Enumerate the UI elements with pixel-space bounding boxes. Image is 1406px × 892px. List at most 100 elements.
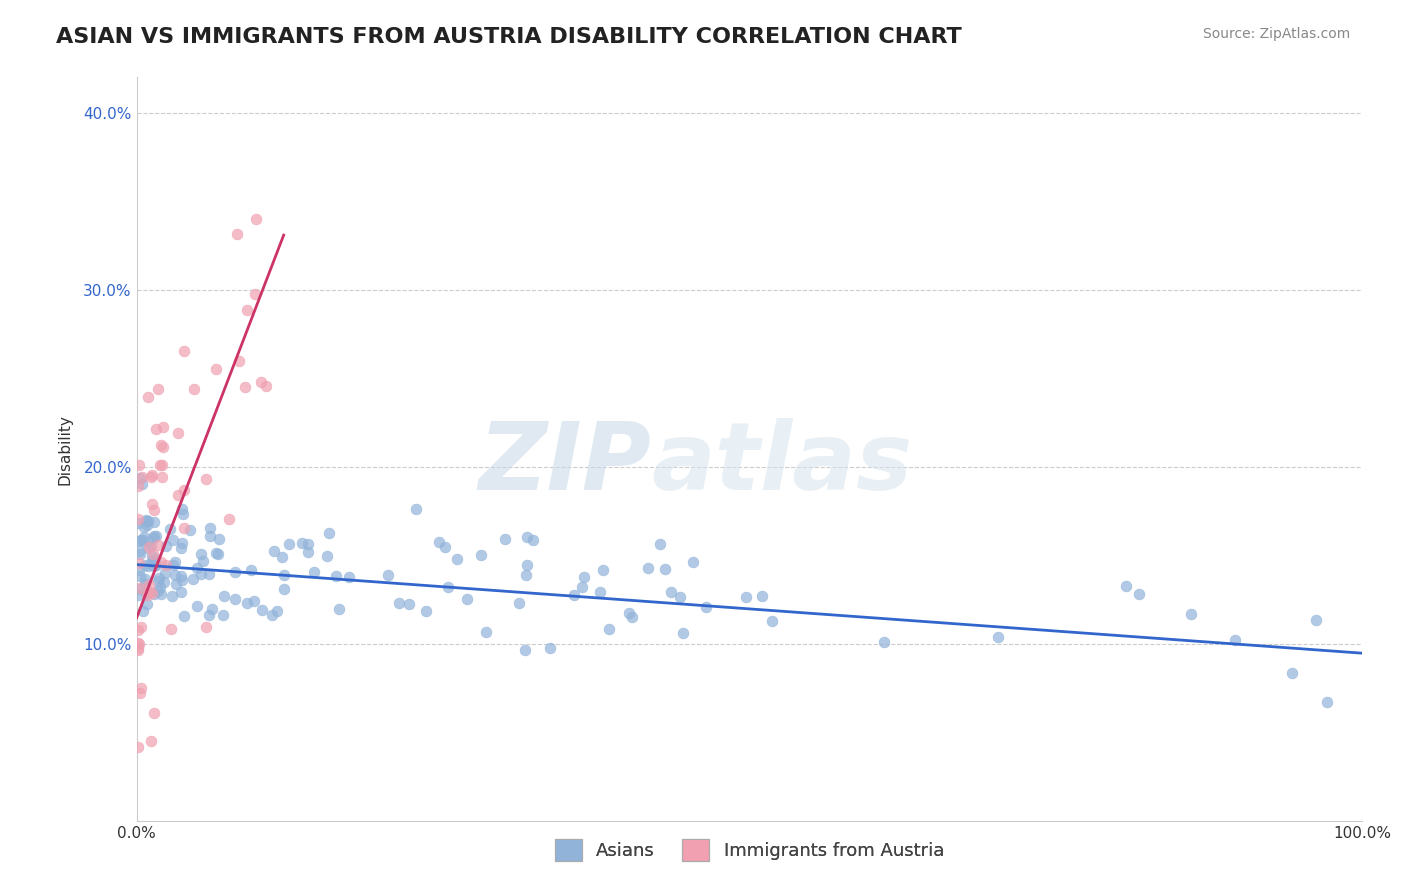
- Point: [159, 522, 181, 536]
- Point: [153, 575, 176, 590]
- Point: [337, 570, 360, 584]
- Point: [138, 514, 160, 528]
- Point: [173, 343, 195, 358]
- Point: [654, 562, 676, 576]
- Point: [1305, 613, 1327, 627]
- Point: [127, 588, 149, 602]
- Y-axis label: Disability: Disability: [58, 414, 72, 485]
- Point: [143, 551, 166, 566]
- Point: [516, 558, 538, 572]
- Point: [149, 587, 172, 601]
- Point: [186, 599, 208, 613]
- Point: [128, 637, 150, 651]
- Point: [987, 630, 1010, 644]
- Point: [142, 558, 165, 573]
- Point: [1115, 579, 1137, 593]
- Point: [172, 574, 194, 588]
- Point: [659, 584, 682, 599]
- Point: [415, 604, 437, 618]
- Point: [224, 592, 246, 607]
- Point: [170, 569, 193, 583]
- Point: [134, 572, 156, 586]
- Point: [325, 569, 347, 583]
- Point: [131, 470, 153, 484]
- Point: [141, 497, 163, 511]
- Point: [141, 586, 163, 600]
- Point: [131, 533, 153, 548]
- Point: [129, 533, 152, 548]
- Point: [127, 516, 149, 531]
- Point: [186, 560, 208, 574]
- Point: [127, 512, 149, 526]
- Point: [250, 602, 273, 616]
- Point: [228, 354, 250, 368]
- Point: [170, 536, 193, 550]
- Point: [145, 529, 167, 543]
- Point: [245, 211, 267, 226]
- Point: [236, 302, 259, 317]
- Point: [150, 555, 173, 569]
- Point: [239, 563, 262, 577]
- Point: [427, 535, 450, 549]
- Point: [141, 549, 163, 563]
- Point: [131, 620, 153, 634]
- Point: [160, 590, 183, 604]
- Point: [183, 382, 205, 396]
- Point: [138, 585, 160, 599]
- Point: [515, 568, 537, 582]
- Point: [254, 379, 277, 393]
- Point: [669, 590, 692, 604]
- Point: [148, 574, 170, 588]
- Text: Source: ZipAtlas.com: Source: ZipAtlas.com: [1202, 27, 1350, 41]
- Point: [141, 539, 163, 553]
- Point: [127, 643, 149, 657]
- Point: [198, 521, 221, 535]
- Point: [146, 382, 169, 396]
- Point: [191, 554, 214, 568]
- Point: [207, 547, 229, 561]
- Point: [194, 619, 217, 633]
- Point: [162, 533, 184, 548]
- Point: [167, 425, 190, 440]
- Point: [172, 507, 194, 521]
- Point: [208, 533, 231, 547]
- Point: [271, 550, 294, 565]
- Point: [648, 536, 671, 550]
- Point: [1128, 586, 1150, 600]
- Point: [167, 488, 190, 502]
- Point: [588, 585, 610, 599]
- Point: [148, 571, 170, 585]
- Point: [142, 531, 165, 545]
- Point: [1223, 632, 1246, 647]
- Point: [129, 569, 152, 583]
- Point: [470, 549, 492, 563]
- Point: [278, 537, 301, 551]
- Point: [190, 547, 212, 561]
- Point: [128, 686, 150, 700]
- Point: [129, 681, 152, 695]
- Point: [138, 540, 160, 554]
- Point: [735, 590, 758, 604]
- Point: [135, 514, 157, 528]
- Point: [160, 622, 183, 636]
- Point: [132, 530, 155, 544]
- Point: [672, 625, 695, 640]
- Text: ASIAN VS IMMIGRANTS FROM AUSTRIA DISABILITY CORRELATION CHART: ASIAN VS IMMIGRANTS FROM AUSTRIA DISABIL…: [56, 27, 962, 46]
- Point: [139, 734, 162, 748]
- Point: [474, 625, 496, 640]
- Point: [127, 636, 149, 650]
- Point: [318, 525, 340, 540]
- Point: [155, 539, 177, 553]
- Point: [250, 375, 273, 389]
- Point: [134, 558, 156, 572]
- Point: [273, 568, 295, 582]
- Point: [1316, 695, 1339, 709]
- Point: [243, 593, 266, 607]
- Point: [195, 472, 218, 486]
- Point: [377, 568, 399, 582]
- Point: [302, 565, 325, 579]
- Point: [266, 605, 288, 619]
- Point: [170, 502, 193, 516]
- Point: [173, 483, 195, 497]
- Point: [127, 739, 149, 754]
